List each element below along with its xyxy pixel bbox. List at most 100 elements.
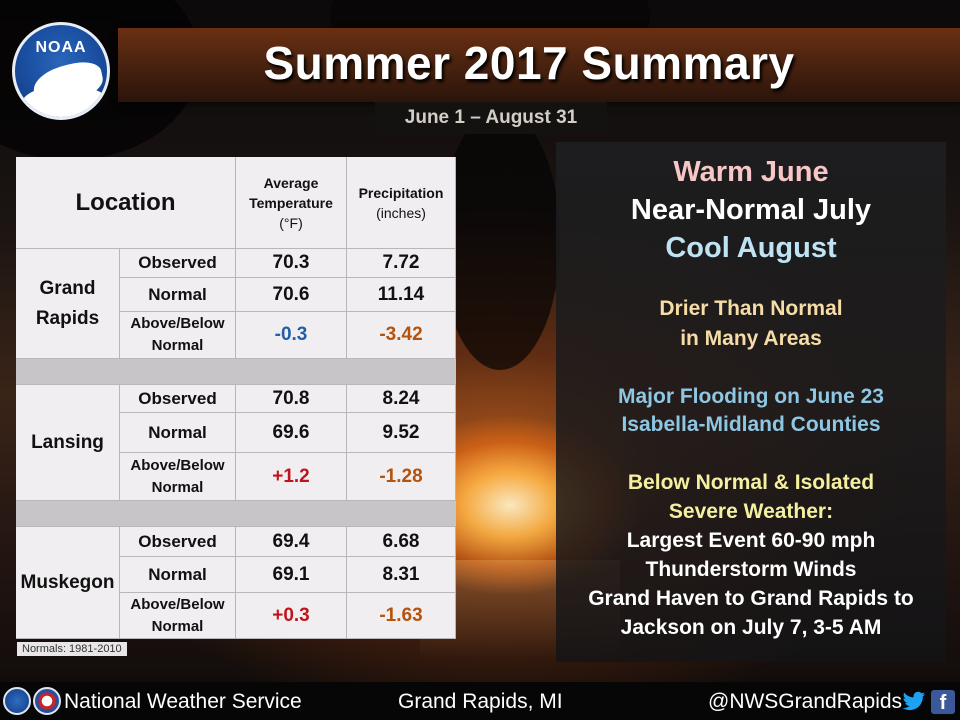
cell-value: +1.2 bbox=[272, 465, 310, 487]
severe-heading-line2: Severe Weather: bbox=[668, 500, 834, 523]
noaa-logo: NOAA bbox=[12, 22, 110, 120]
row-label-observed: Observed bbox=[120, 527, 236, 557]
row-label-text: Above/Below bbox=[130, 595, 225, 613]
drier-line2: in Many Areas bbox=[680, 327, 822, 350]
location-muskegon: Muskegon bbox=[16, 527, 120, 639]
lansing-observed-precip: 8.24 bbox=[347, 385, 456, 413]
row-label-text: Above/Below bbox=[130, 315, 225, 332]
grand-rapids-diff-precip: -3.42 bbox=[347, 312, 456, 359]
location-lansing: Lansing bbox=[16, 385, 120, 501]
cell-value: +0.3 bbox=[272, 604, 310, 626]
row-label-above-below: Above/Below Normal bbox=[120, 593, 236, 639]
grand-rapids-observed-temp: 70.3 bbox=[236, 249, 347, 278]
muskegon-diff-temp: +0.3 bbox=[236, 593, 347, 639]
climate-table: Location Average Temperature (°F) Precip… bbox=[16, 157, 456, 639]
header-avg-temp: Average Temperature (°F) bbox=[236, 157, 347, 249]
cell-value: 69.1 bbox=[272, 563, 310, 585]
severe-detail-line1: Largest Event 60-90 mph bbox=[626, 529, 876, 552]
cool-august: Cool August bbox=[665, 232, 837, 264]
page-title: Summer 2017 Summary bbox=[263, 37, 795, 89]
drier-line1: Drier Than Normal bbox=[659, 297, 843, 320]
table-separator bbox=[16, 501, 456, 527]
footer-agency: National Weather Service bbox=[64, 690, 302, 713]
cell-value: 70.8 bbox=[272, 387, 310, 409]
summary-panel: Warm June Near-Normal July Cool August D… bbox=[556, 142, 946, 662]
lansing-diff-temp: +1.2 bbox=[236, 453, 347, 501]
row-label-text: Normal bbox=[151, 617, 204, 635]
tree-silhouette bbox=[440, 110, 560, 370]
location-name-line1: Grand bbox=[39, 277, 96, 299]
row-label-above-below: Above/Below Normal bbox=[120, 453, 236, 501]
header-location-text: Location bbox=[75, 188, 176, 216]
grand-rapids-normal-precip: 11.14 bbox=[347, 278, 456, 312]
muskegon-normal-precip: 8.31 bbox=[347, 557, 456, 593]
noaa-icon bbox=[3, 687, 31, 715]
grand-rapids-normal-temp: 70.6 bbox=[236, 278, 347, 312]
cell-value: -1.28 bbox=[379, 465, 423, 487]
warm-june: Warm June bbox=[673, 156, 829, 188]
location-name-line1: Muskegon bbox=[20, 571, 115, 593]
row-label-normal: Normal bbox=[120, 278, 236, 312]
header-precip-line1: Precipitation bbox=[358, 184, 444, 201]
cell-value: 69.6 bbox=[272, 421, 310, 443]
header-precip: Precipitation (inches) bbox=[347, 157, 456, 249]
header-precip-unit: (inches) bbox=[376, 204, 426, 221]
severe-detail-line2: Thunderstorm Winds bbox=[645, 558, 857, 581]
row-label-normal: Normal bbox=[120, 413, 236, 453]
severe-heading-line1: Below Normal & Isolated bbox=[627, 471, 875, 494]
row-label-text: Observed bbox=[138, 531, 217, 551]
severe-detail-line4: Jackson on July 7, 3-5 AM bbox=[620, 616, 882, 639]
title-bar: Summer 2017 Summary bbox=[118, 28, 960, 102]
row-label-observed: Observed bbox=[120, 385, 236, 413]
normals-note: Normals: 1981-2010 bbox=[17, 642, 127, 656]
row-label-above-below: Above/Below Normal bbox=[120, 312, 236, 359]
row-label-text: Normal bbox=[151, 337, 204, 354]
cell-value: 8.24 bbox=[382, 387, 420, 409]
row-label-text: Observed bbox=[138, 388, 217, 408]
table-separator bbox=[16, 359, 456, 385]
header-location: Location bbox=[16, 157, 236, 249]
lansing-diff-precip: -1.28 bbox=[347, 453, 456, 501]
row-label-observed: Observed bbox=[120, 249, 236, 278]
facebook-icon[interactable]: f bbox=[931, 690, 955, 714]
lansing-normal-temp: 69.6 bbox=[236, 413, 347, 453]
noaa-logo-text: NOAA bbox=[35, 39, 87, 56]
cell-value: 9.52 bbox=[382, 421, 420, 443]
row-label-text: Normal bbox=[151, 478, 204, 496]
severe-detail-line3: Grand Haven to Grand Rapids to bbox=[588, 587, 914, 610]
row-label-normal: Normal bbox=[120, 557, 236, 593]
flooding-line1: Major Flooding on June 23 bbox=[617, 385, 884, 408]
cell-value: 7.72 bbox=[382, 252, 420, 273]
location-name-line1: Lansing bbox=[31, 431, 104, 453]
twitter-icon[interactable] bbox=[902, 691, 926, 713]
date-range: June 1 – August 31 bbox=[404, 107, 578, 128]
muskegon-observed-temp: 69.4 bbox=[236, 527, 347, 557]
muskegon-observed-precip: 6.68 bbox=[347, 527, 456, 557]
cell-value: 70.3 bbox=[272, 252, 310, 273]
cell-value: 11.14 bbox=[377, 283, 425, 305]
footer-location: Grand Rapids, MI bbox=[398, 690, 563, 713]
nws-icon bbox=[33, 687, 61, 715]
row-label-text: Normal bbox=[148, 564, 207, 584]
location-grand-rapids: Grand Rapids bbox=[16, 249, 120, 359]
row-label-text: Normal bbox=[148, 422, 207, 442]
flooding-line2: Isabella-Midland Counties bbox=[621, 413, 881, 436]
lansing-normal-precip: 9.52 bbox=[347, 413, 456, 453]
muskegon-diff-precip: -1.63 bbox=[347, 593, 456, 639]
header-avg-temp-line2: Temperature bbox=[249, 194, 333, 211]
grand-rapids-observed-precip: 7.72 bbox=[347, 249, 456, 278]
header-avg-temp-line1: Average bbox=[263, 174, 319, 191]
cell-value: 70.6 bbox=[272, 283, 310, 305]
cell-value: 69.4 bbox=[272, 530, 310, 552]
row-label-text: Observed bbox=[138, 253, 217, 272]
lansing-observed-temp: 70.8 bbox=[236, 385, 347, 413]
cell-value: 8.31 bbox=[382, 563, 420, 585]
muskegon-normal-temp: 69.1 bbox=[236, 557, 347, 593]
footer-handle[interactable]: @NWSGrandRapids bbox=[708, 690, 903, 713]
cell-value: -3.42 bbox=[379, 324, 423, 345]
row-label-text: Above/Below bbox=[130, 456, 225, 474]
grand-rapids-diff-temp: -0.3 bbox=[236, 312, 347, 359]
location-name-line2: Rapids bbox=[35, 307, 100, 329]
near-normal-july: Near-Normal July bbox=[630, 194, 872, 226]
